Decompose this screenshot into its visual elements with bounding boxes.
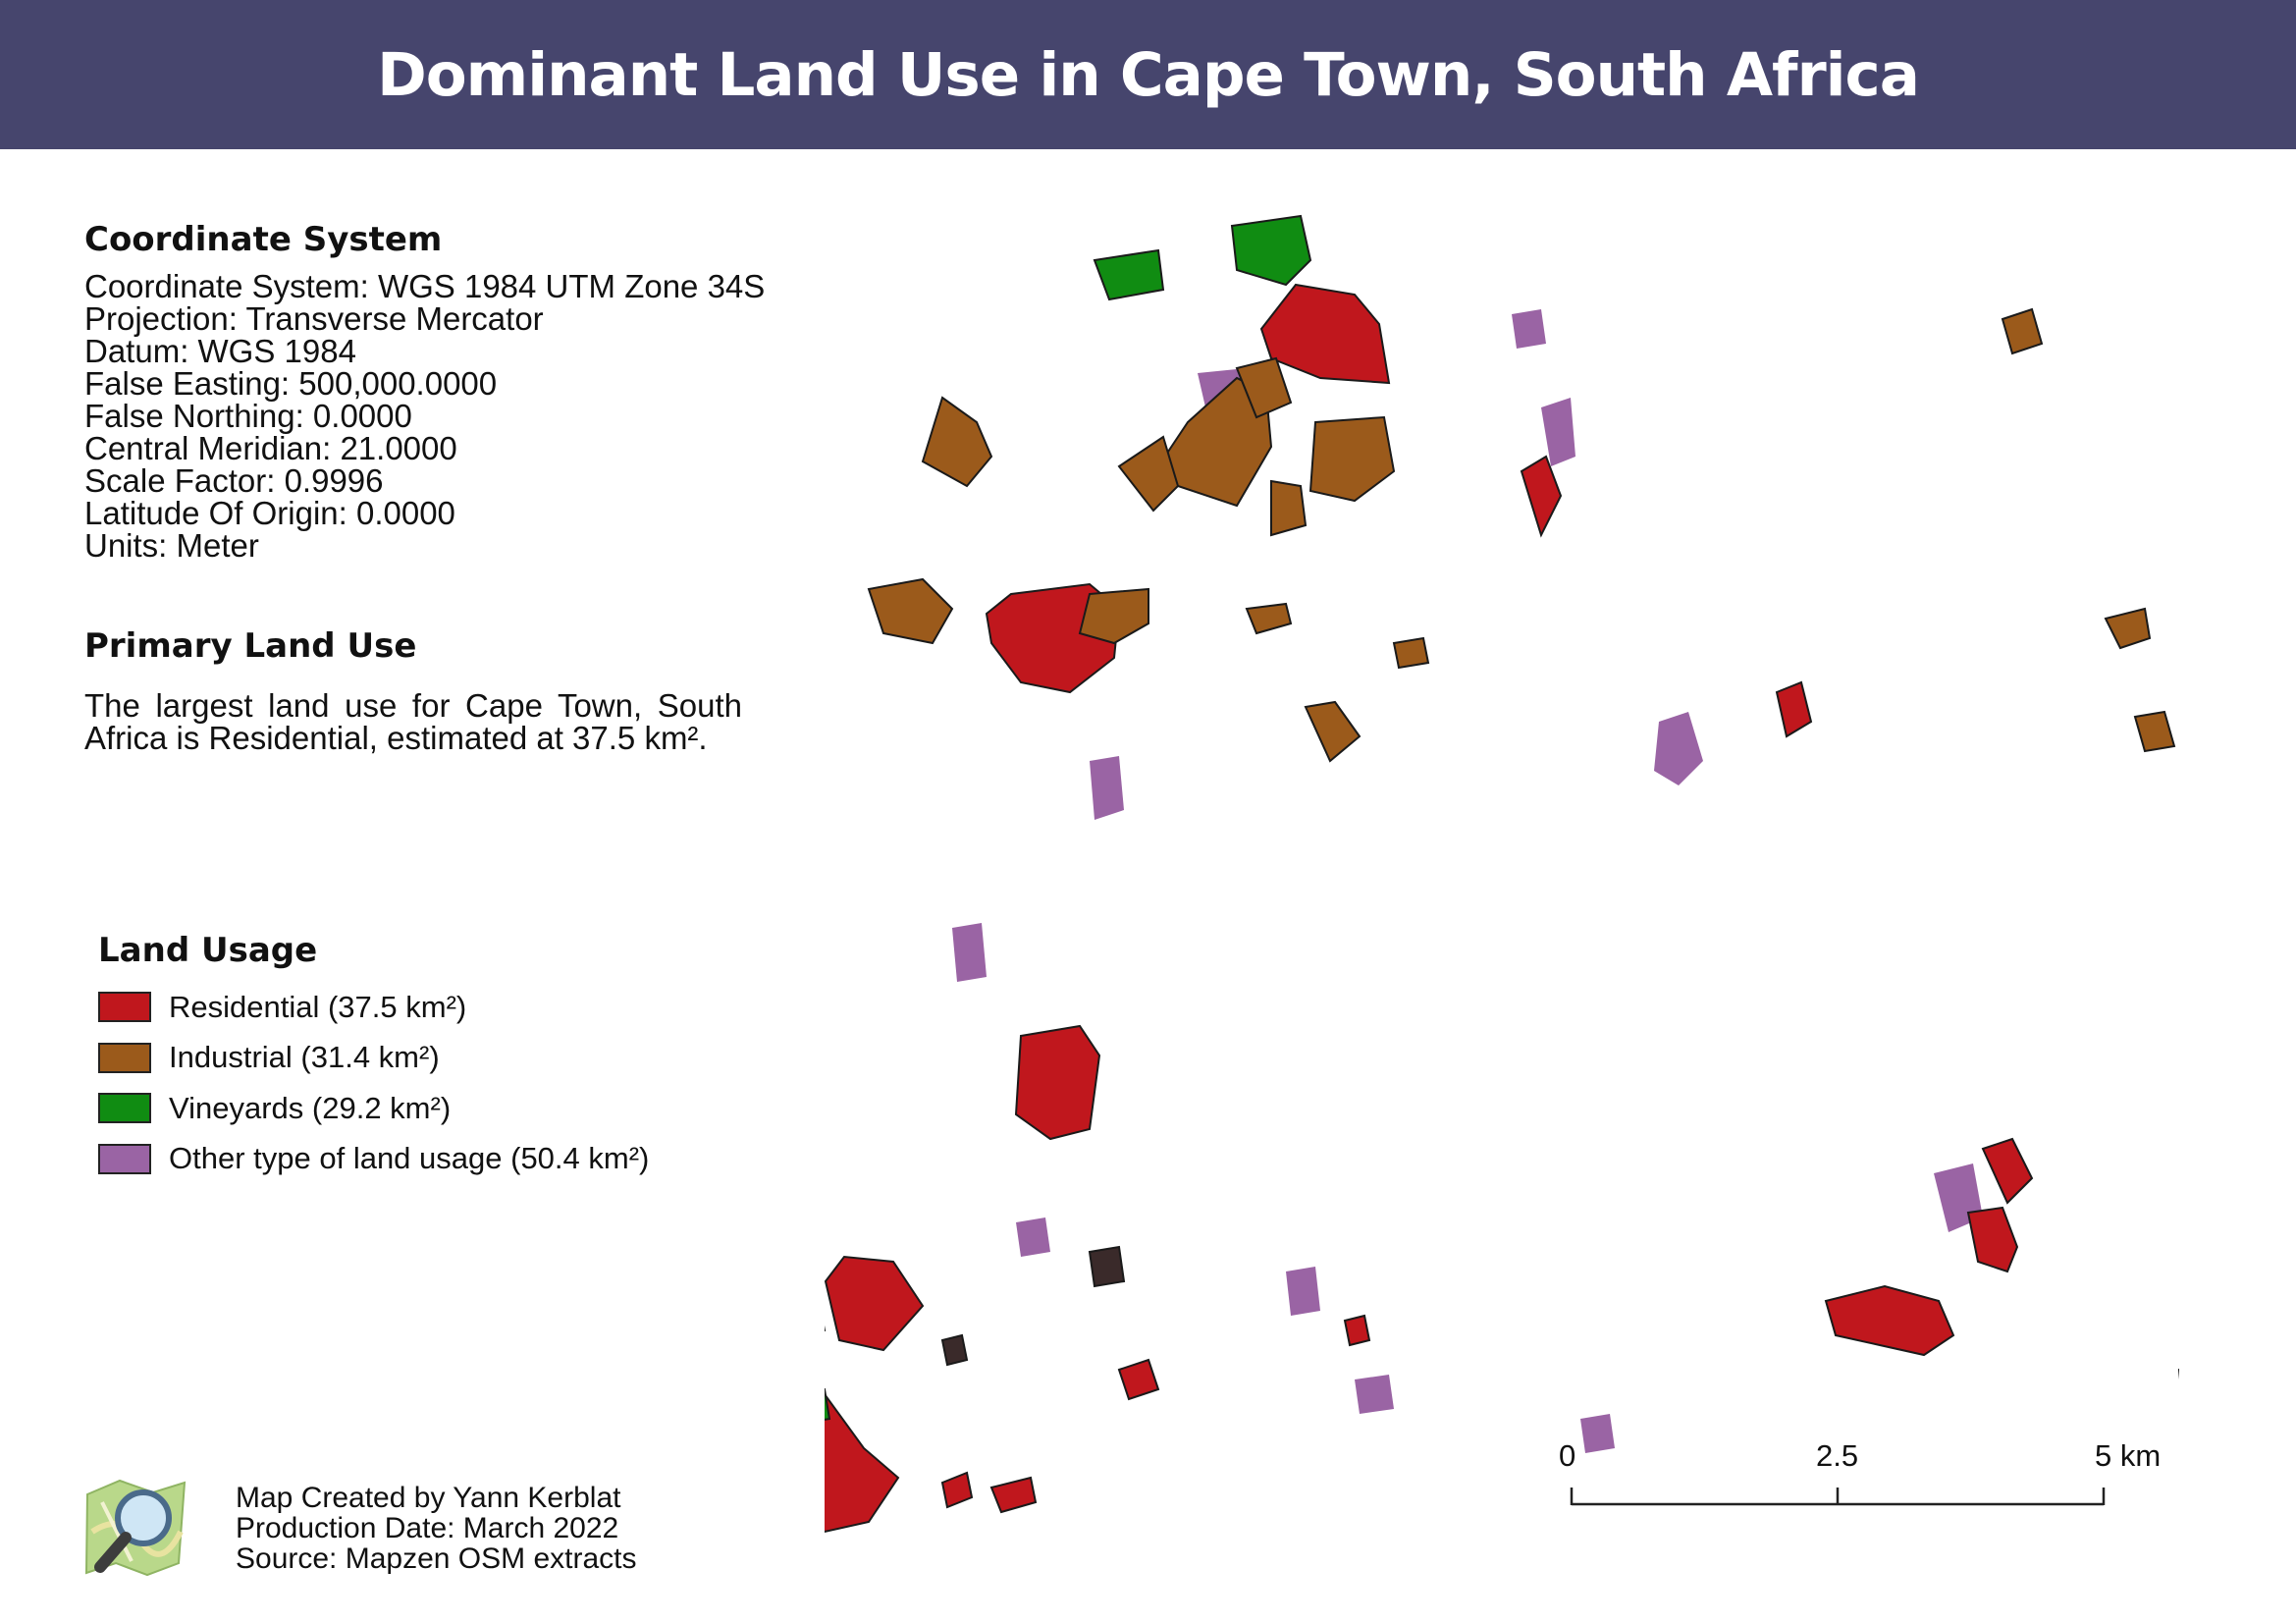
residential-parcels — [825, 283, 2179, 1534]
legend-item-industrial: Industrial (31.4 km²) — [98, 1033, 649, 1084]
other-land-use-parcels — [952, 309, 1983, 1453]
crs-line: Coordinate System: WGS 1984 UTM Zone 34S — [84, 268, 766, 304]
false-northing-line: False Northing: 0.0000 — [84, 398, 412, 434]
other-land-parcel — [1355, 1375, 1394, 1414]
residential-parcel — [989, 1476, 1038, 1514]
credit-date: Production Date: March 2022 — [236, 1512, 619, 1544]
residential-parcel — [1343, 1314, 1371, 1347]
legend-item-other: Other type of land usage (50.4 km²) — [98, 1134, 649, 1185]
residential-parcel — [1824, 1284, 1955, 1357]
residential-parcel — [1775, 680, 1813, 738]
legend-label: Residential (37.5 km²) — [169, 989, 467, 1024]
residential-parcel — [1014, 1024, 1101, 1141]
industrial-parcel — [1235, 356, 1293, 419]
legend-swatch-vineyards — [98, 1093, 151, 1124]
scale-label-0: 0 — [1559, 1438, 1576, 1473]
industrial-parcel — [2133, 710, 2176, 753]
residential-parcel — [1981, 1137, 2034, 1205]
residential-parcel — [940, 1471, 974, 1509]
other-land-parcel — [1016, 1217, 1050, 1257]
osm-magnifier-logo-icon — [84, 1479, 187, 1577]
legend-label: Vineyards (29.2 km²) — [169, 1090, 452, 1125]
credit-author: Map Created by Yann Kerblat — [236, 1482, 621, 1514]
industrial-parcel — [1078, 587, 1149, 645]
legend-swatch-industrial — [98, 1042, 151, 1073]
residential-parcel — [1520, 455, 1563, 538]
scale-factor-line: Scale Factor: 0.9996 — [84, 462, 384, 499]
legend-heading: Land Usage — [98, 931, 318, 970]
vineyard-parcel — [1230, 214, 1312, 287]
legend-item-residential: Residential (37.5 km²) — [98, 982, 649, 1033]
scale-label-mid: 2.5 — [1816, 1438, 1859, 1473]
map-title: Dominant Land Use in Cape Town, South Af… — [377, 39, 1920, 110]
misc-parcel — [940, 1333, 969, 1367]
credit-source: Source: Mapzen OSM extracts — [236, 1542, 637, 1575]
misc-parcel — [1088, 1245, 1126, 1288]
projection-line: Projection: Transverse Mercator — [84, 300, 544, 337]
land-use-map — [825, 214, 2179, 1534]
industrial-parcels — [867, 307, 2176, 763]
other-land-parcel — [1286, 1267, 1320, 1316]
datum-line: Datum: WGS 1984 — [84, 333, 356, 369]
industrial-parcel — [1245, 602, 1293, 635]
other-land-parcel — [1512, 309, 1546, 349]
industrial-parcel — [1304, 700, 1362, 763]
central-meridian-line: Central Meridian: 21.0000 — [84, 430, 457, 466]
residential-parcel — [1117, 1358, 1160, 1401]
latitude-origin-line: Latitude Of Origin: 0.0000 — [84, 495, 455, 531]
legend-label: Industrial (31.4 km²) — [169, 1040, 440, 1075]
industrial-parcel — [1308, 415, 1396, 503]
title-bar: Dominant Land Use in Cape Town, South Af… — [0, 0, 2296, 149]
units-line: Units: Meter — [84, 527, 259, 564]
legend-item-vineyards: Vineyards (29.2 km²) — [98, 1083, 649, 1134]
industrial-parcel — [867, 577, 954, 645]
primary-land-use-text: The largest land use for Cape Town, Sout… — [84, 687, 742, 756]
industrial-parcel — [2001, 307, 2044, 355]
misc-parcels — [940, 1245, 1126, 1367]
vineyard-parcel — [1093, 248, 1165, 301]
coordinate-system-details: Coordinate System: WGS 1984 UTM Zone 34S… — [84, 270, 765, 562]
other-land-parcel — [1090, 756, 1124, 820]
residential-parcel — [1966, 1206, 2019, 1273]
legend-swatch-residential — [98, 992, 151, 1023]
industrial-parcel — [1270, 479, 1308, 537]
legend-label: Other type of land usage (50.4 km²) — [169, 1141, 650, 1176]
scale-bar-line — [1570, 1488, 2106, 1506]
other-land-parcel — [1541, 398, 1575, 466]
primary-land-use-heading: Primary Land Use — [84, 626, 417, 666]
industrial-parcel — [2104, 607, 2152, 650]
residential-parcel — [1259, 283, 1391, 385]
false-easting-line: False Easting: 500,000.0000 — [84, 365, 498, 402]
vineyard-parcel — [825, 1387, 831, 1421]
industrial-parcel — [921, 396, 993, 488]
other-land-parcel — [1580, 1414, 1615, 1453]
legend: Residential (37.5 km²) Industrial (31.4 … — [98, 982, 649, 1184]
industrial-parcel — [1117, 435, 1180, 513]
credits: Map Created by Yann Kerblat Production D… — [236, 1483, 637, 1574]
residential-parcel — [825, 1392, 900, 1534]
vineyard-parcels — [825, 214, 1312, 1421]
legend-swatch-other — [98, 1143, 151, 1174]
industrial-parcel — [1392, 636, 1430, 670]
residential-parcel — [825, 1255, 925, 1352]
scale-label-end: 5 km — [2095, 1438, 2162, 1473]
coordinate-system-heading: Coordinate System — [84, 220, 443, 259]
other-land-parcel — [1654, 712, 1703, 785]
other-land-parcel — [952, 923, 987, 982]
